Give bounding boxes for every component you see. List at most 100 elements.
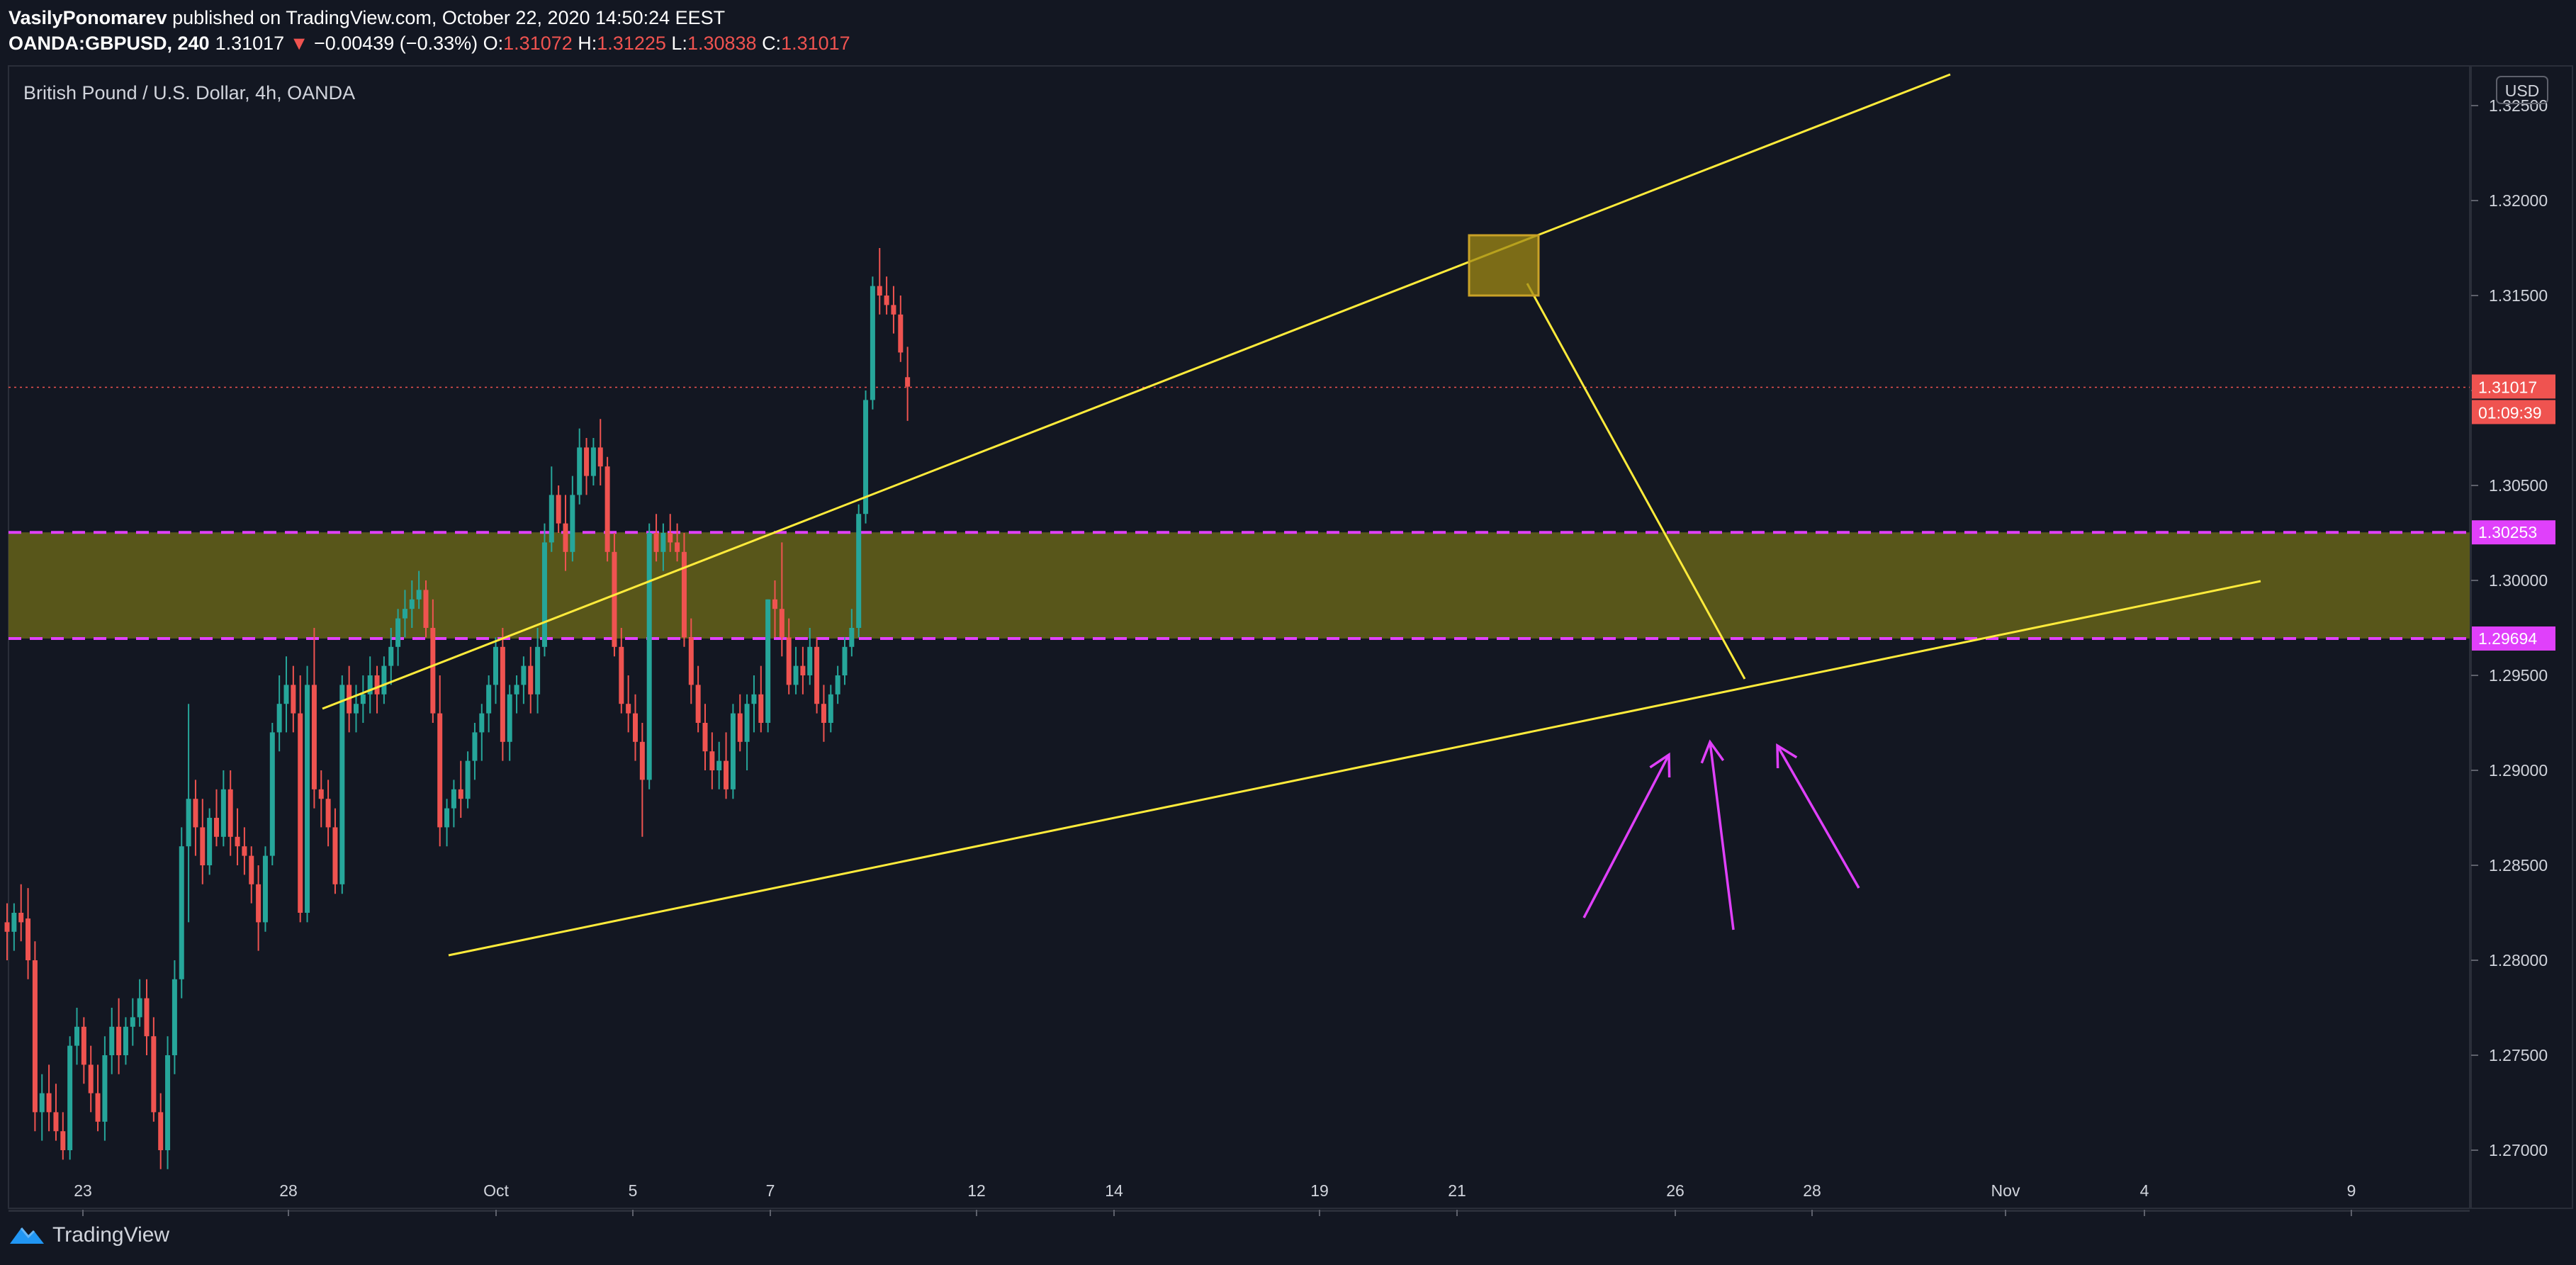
candle-body — [807, 646, 813, 675]
candle-body — [891, 305, 896, 315]
close-value: 1.31017 — [781, 33, 850, 54]
candle-body — [730, 713, 736, 789]
close-label: C: — [762, 33, 782, 54]
time-tick-label: 5 — [629, 1181, 638, 1200]
candle-body — [283, 685, 289, 704]
arrow-2-shaft-icon[interactable] — [1709, 741, 1735, 931]
candle-body — [409, 599, 415, 609]
candle-body — [898, 314, 904, 353]
time-tick-label: Nov — [1991, 1181, 2020, 1200]
arrow-1-head-icon[interactable] — [1649, 752, 1671, 778]
wedge-upper-trendline[interactable] — [322, 73, 1951, 710]
candle-body — [227, 789, 233, 837]
candle-body — [430, 628, 436, 714]
price-axis[interactable]: 1.325001.320001.315001.310001.305001.300… — [2471, 96, 2548, 1159]
change-value: −0.00439 (−0.33%) — [313, 33, 478, 54]
candle-body — [465, 760, 471, 799]
arrow-3-shaft-icon[interactable] — [1776, 745, 1860, 889]
currency-box[interactable] — [2496, 76, 2548, 104]
down-arrow-icon: ▼ — [289, 33, 309, 54]
tradingview-brand: TradingView — [52, 1223, 170, 1247]
time-tick-label: 23 — [74, 1181, 92, 1200]
time-tick-label: 12 — [967, 1181, 986, 1200]
candle-body — [39, 1093, 45, 1113]
candle-body — [528, 665, 534, 695]
candle-body — [458, 789, 463, 799]
time-tick-label: 21 — [1448, 1181, 1466, 1200]
candle-body — [437, 713, 443, 828]
candle-body — [507, 694, 512, 742]
candle-body — [675, 542, 680, 552]
candle-body — [130, 1017, 135, 1027]
candle-body — [577, 447, 583, 495]
candle-body — [584, 447, 590, 476]
candle-body — [381, 665, 387, 695]
time-axis[interactable]: 23 28 Oct 5 7 12 14 19 21 26 28 Nov 4 9 — [74, 1181, 2356, 1216]
candle-body — [235, 836, 240, 847]
candle-body — [46, 1093, 52, 1113]
price-tick-label: 1.28500 — [2489, 856, 2548, 875]
time-tick-label: 7 — [766, 1181, 775, 1200]
candle-body — [863, 400, 869, 515]
wedge-lower-trendline[interactable] — [448, 580, 2261, 957]
candle-body — [200, 827, 206, 865]
low-label: L: — [671, 33, 687, 54]
zone-fill — [9, 532, 2470, 639]
author-name[interactable]: VasilyPonomarev — [9, 7, 167, 28]
candle-body — [171, 979, 177, 1055]
candle-body — [814, 646, 820, 704]
candle-body — [835, 675, 840, 695]
price-tick-label: 1.31500 — [2489, 286, 2548, 305]
candle-body — [535, 646, 541, 695]
candle-body — [779, 609, 784, 638]
candle-body — [660, 533, 666, 552]
arrow-1-shaft-icon[interactable] — [1582, 754, 1670, 918]
candle-body — [486, 685, 492, 714]
candle-body — [332, 827, 338, 884]
candle-body — [563, 523, 568, 552]
last-price-badge — [2472, 374, 2555, 399]
time-tick-label: 28 — [279, 1181, 298, 1200]
candle-body — [305, 685, 310, 913]
candle-body — [668, 533, 673, 543]
tradingview-footer[interactable]: TradingView — [9, 1218, 169, 1253]
projection-line[interactable] — [1526, 283, 1746, 680]
zone-bottom-badge-text: 1.29694 — [2478, 629, 2537, 648]
candle-body — [269, 732, 275, 856]
candle-body — [695, 685, 701, 723]
price-tick-label: 1.29000 — [2489, 761, 2548, 780]
candle-body — [765, 599, 771, 723]
candle-body — [151, 1036, 157, 1113]
time-axis-divider — [9, 1210, 2470, 1212]
candle-body — [88, 1064, 94, 1093]
candle-body — [423, 590, 429, 628]
candle-body — [360, 694, 366, 704]
zone-top-badge — [2472, 520, 2555, 545]
symbol-label: OANDA:GBPUSD, 240 — [9, 33, 210, 54]
candle-body — [793, 665, 799, 685]
candle-body — [81, 1026, 86, 1065]
time-tick-label: 4 — [2140, 1181, 2149, 1200]
candle-body — [137, 998, 142, 1018]
candle-body — [702, 723, 708, 752]
candle-body — [626, 704, 631, 714]
candle-body — [158, 1112, 164, 1150]
drawings[interactable] — [322, 73, 2261, 957]
candle-body — [884, 296, 889, 305]
candle-body — [633, 713, 638, 742]
candle-body — [318, 789, 324, 799]
candle-body — [165, 1055, 171, 1150]
candle-body — [744, 704, 750, 742]
tradingview-logo-icon — [10, 1227, 44, 1244]
candle-body — [18, 913, 24, 923]
zone-bottom-badge — [2472, 626, 2555, 651]
arrow-3-head-icon[interactable] — [1776, 743, 1798, 769]
candle-body — [500, 646, 505, 742]
candle-body — [262, 855, 268, 923]
candle-body — [444, 808, 450, 828]
arrow-2-head-icon[interactable] — [1700, 739, 1725, 764]
candle-body — [570, 495, 575, 552]
highlight-box[interactable] — [1468, 234, 1540, 297]
candle-body — [604, 466, 610, 552]
